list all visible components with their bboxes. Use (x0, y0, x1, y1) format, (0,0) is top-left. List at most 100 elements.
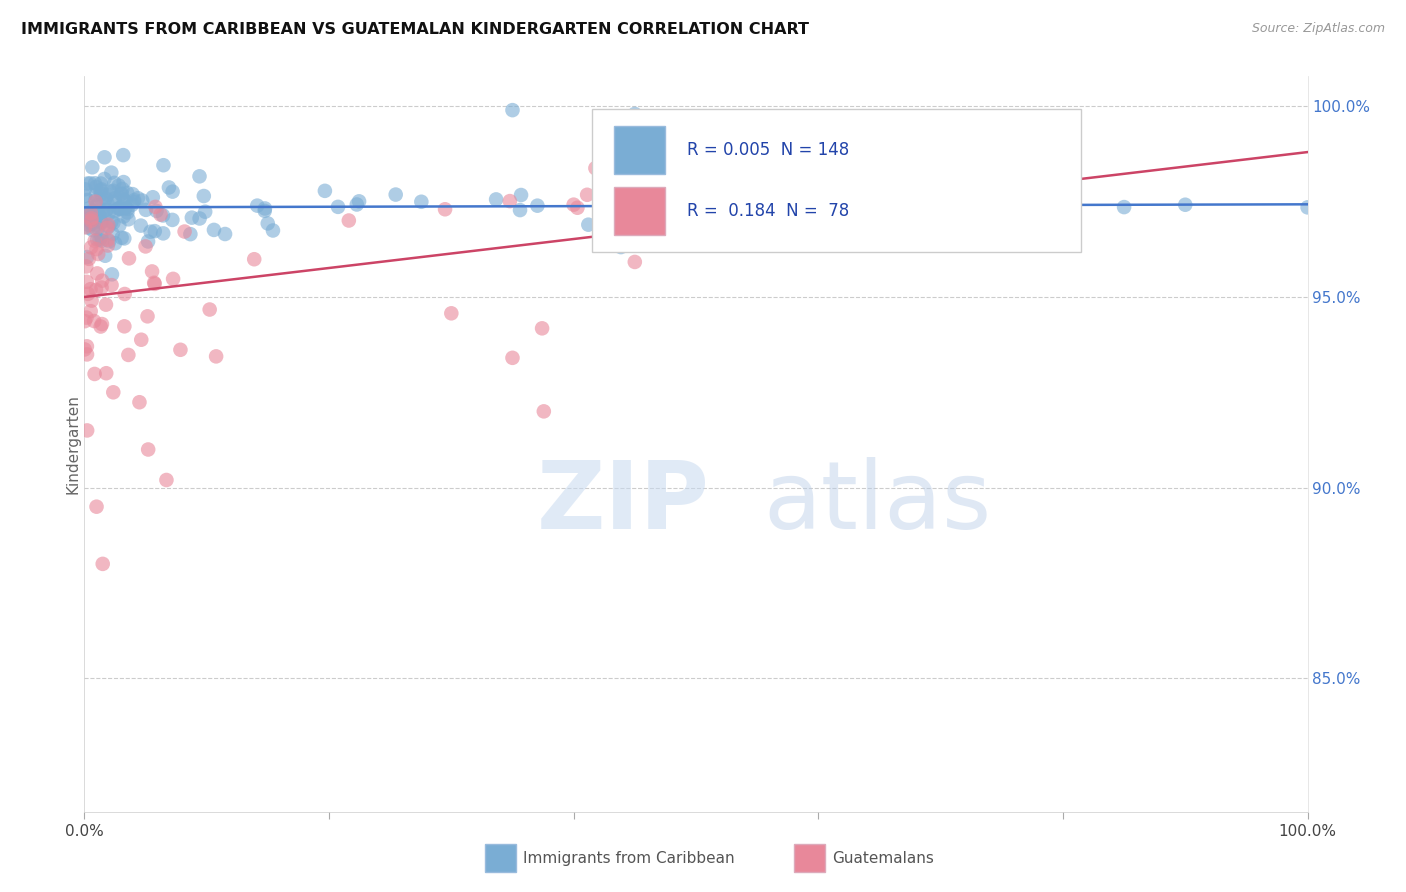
Point (73, 314, 96, 328)
Point (155, 473, 177, 487)
Point (104, 236, 127, 251)
Point (384, 187, 406, 202)
Point (94, 249, 117, 263)
Point (253, 202, 276, 216)
Point (77, 206, 100, 220)
Point (76, 177, 98, 191)
Point (831, 231, 853, 245)
Point (112, 193, 135, 207)
Point (1114, 200, 1136, 214)
Point (502, 103, 524, 117)
Point (83, 367, 105, 381)
Point (127, 191, 149, 205)
Point (129, 333, 152, 347)
Point (111, 231, 134, 245)
Text: Source: ZipAtlas.com: Source: ZipAtlas.com (1251, 22, 1385, 36)
Point (80, 304, 103, 318)
Point (75, 212, 97, 227)
Point (509, 203, 531, 218)
Point (86, 242, 108, 256)
Text: Immigrants from Caribbean: Immigrants from Caribbean (523, 851, 735, 865)
Point (567, 201, 589, 215)
Point (93, 150, 115, 164)
Point (256, 216, 278, 230)
Point (93, 172, 115, 186)
Point (86, 233, 108, 247)
Point (526, 199, 548, 213)
Point (747, 236, 769, 251)
Point (84, 187, 107, 202)
Point (917, 204, 939, 219)
Point (84, 221, 107, 235)
Point (83, 234, 105, 248)
Point (860, 193, 883, 207)
Point (100, 278, 122, 293)
Point (89, 209, 111, 223)
Point (76, 193, 98, 207)
Point (617, 233, 640, 247)
Point (83, 314, 105, 328)
Point (598, 143, 620, 157)
Point (90, 216, 112, 230)
Point (77, 220, 100, 235)
Point (76, 339, 98, 353)
Point (80, 211, 103, 226)
Point (583, 161, 606, 176)
Point (499, 194, 522, 208)
Point (193, 189, 215, 203)
Point (90, 186, 112, 201)
Point (77, 218, 100, 232)
Point (103, 204, 125, 219)
Point (79, 207, 101, 221)
Point (198, 302, 221, 317)
Point (97, 219, 120, 234)
Point (100, 215, 122, 229)
Bar (614, 187, 665, 235)
Text: Guatemalans: Guatemalans (832, 851, 934, 865)
Point (118, 252, 141, 266)
Y-axis label: Kindergarten: Kindergarten (66, 394, 80, 493)
Point (91, 234, 114, 248)
Point (91, 205, 114, 219)
Point (104, 191, 127, 205)
Point (91, 274, 114, 288)
Point (121, 198, 143, 212)
Point (97, 233, 120, 247)
Point (411, 194, 433, 209)
Point (112, 319, 135, 334)
Point (179, 227, 201, 242)
Point (122, 193, 145, 207)
Point (86, 267, 108, 281)
Point (96, 202, 118, 217)
Point (115, 186, 138, 200)
Text: R = 0.005  N = 148: R = 0.005 N = 148 (688, 141, 849, 159)
Point (82, 208, 104, 222)
Point (869, 179, 891, 194)
Point (98, 185, 121, 199)
Point (97, 218, 120, 232)
Point (157, 180, 180, 194)
Point (76, 250, 98, 264)
Point (610, 240, 633, 254)
Point (253, 203, 276, 218)
Point (145, 200, 167, 214)
Point (103, 194, 125, 209)
Point (117, 202, 139, 216)
Point (114, 287, 136, 301)
Point (188, 211, 211, 226)
Point (117, 348, 139, 362)
Point (112, 210, 135, 224)
Point (152, 227, 174, 241)
Point (75, 260, 97, 274)
Point (117, 205, 139, 219)
Point (145, 203, 167, 218)
Point (73, 182, 96, 196)
Point (82, 217, 104, 231)
Point (337, 213, 360, 227)
Point (117, 212, 139, 227)
Point (96, 366, 118, 380)
Point (80, 293, 103, 308)
Point (90, 280, 112, 294)
Point (97, 206, 120, 220)
Point (624, 107, 647, 121)
